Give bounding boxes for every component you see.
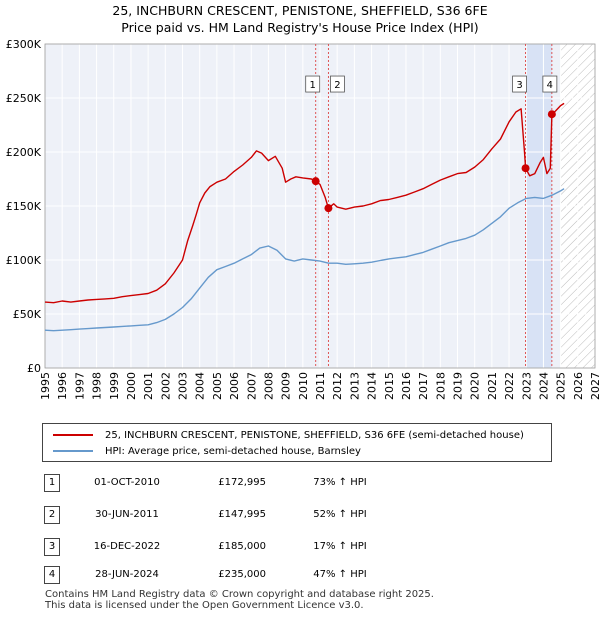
x-tick-label: 2017 — [417, 372, 430, 400]
x-tick-label: 2007 — [245, 372, 258, 400]
x-tick-label: 2002 — [159, 372, 172, 400]
transaction-row: 4 28-JUN-2024 £235,000 47% ↑ HPI — [0, 563, 600, 587]
x-tick-label: 2011 — [314, 372, 327, 400]
sale-label-text: 2 — [334, 80, 340, 91]
footer-license: This data is licensed under the Open Gov… — [45, 600, 364, 611]
sale-point — [547, 110, 556, 119]
transaction-marker: 3 — [44, 538, 60, 556]
legend-entry-property: 25, INCHBURN CRESCENT, PENISTONE, SHEFFI… — [53, 428, 524, 442]
y-tick-label: £250K — [6, 92, 42, 105]
legend-swatch-property — [53, 434, 93, 436]
chart-subtitle: Price paid vs. HM Land Registry's House … — [121, 20, 479, 35]
y-tick-label: £150K — [6, 200, 42, 213]
sale-label-box: 3 — [512, 75, 527, 93]
plot-border — [44, 43, 596, 369]
x-tick-label: 2018 — [434, 372, 447, 400]
transaction-marker: 4 — [44, 566, 60, 584]
legend-entry-hpi: HPI: Average price, semi-detached house,… — [53, 444, 361, 458]
transaction-marker: 1 — [44, 474, 60, 492]
x-tick-label: 2022 — [503, 372, 516, 400]
hpi-line — [44, 188, 565, 332]
sale-label-text: 1 — [310, 80, 316, 91]
x-tick-label: 2027 — [589, 372, 600, 400]
x-tick-label: 2009 — [280, 372, 293, 400]
sale-point — [311, 177, 320, 186]
x-tick-label: 2016 — [400, 372, 413, 400]
transaction-price: £235,000 — [218, 569, 266, 580]
transaction-hpi: 73% ↑ HPI — [313, 477, 367, 488]
sale-label-box: 2 — [330, 75, 345, 93]
x-tick-label: 2025 — [555, 372, 568, 400]
x-tick-label: 2000 — [125, 372, 138, 400]
transaction-hpi: 17% ↑ HPI — [313, 541, 367, 552]
x-tick-label: 2014 — [366, 372, 379, 400]
transaction-date: 16-DEC-2022 — [93, 541, 161, 552]
transaction-row: 2 30-JUN-2011 £147,995 52% ↑ HPI — [0, 503, 600, 527]
transaction-date: 30-JUN-2011 — [95, 509, 159, 520]
x-tick-label: 1997 — [73, 372, 86, 400]
sale-label-text: 3 — [516, 80, 522, 91]
x-tick-label: 1999 — [108, 372, 121, 400]
sale-point — [324, 204, 333, 213]
transaction-date: 28-JUN-2024 — [95, 569, 159, 580]
sale-label-frame — [512, 75, 527, 93]
y-tick-label: £50K — [13, 308, 42, 321]
x-tick-label: 1996 — [56, 372, 69, 400]
x-tick-label: 2012 — [331, 372, 344, 400]
x-tick-label: 2003 — [177, 372, 190, 400]
legend-label-property: 25, INCHBURN CRESCENT, PENISTONE, SHEFFI… — [105, 429, 524, 441]
x-tick-label: 2008 — [262, 372, 275, 400]
x-tick-label: 2005 — [211, 372, 224, 400]
transaction-row: 3 16-DEC-2022 £185,000 17% ↑ HPI — [0, 535, 600, 559]
x-tick-label: 2006 — [228, 372, 241, 400]
sale-label-text: 4 — [547, 80, 553, 91]
y-tick-label: £100K — [6, 254, 42, 267]
chart-title: 25, INCHBURN CRESCENT, PENISTONE, SHEFFI… — [112, 3, 488, 18]
price-chart: £0 £50K £100K £150K £200K £250K £300K 1995 1996 1… — [6, 38, 600, 400]
sale-label-box: 4 — [542, 75, 558, 93]
sale-label-frame — [542, 75, 558, 93]
footer-copyright: Contains HM Land Registry data © Crown c… — [45, 589, 434, 600]
y-tick-label: £0 — [27, 362, 41, 375]
footer: Contains HM Land Registry data © Crown c… — [45, 589, 434, 611]
x-tick-label: 2013 — [348, 372, 361, 400]
legend-swatch-hpi — [53, 450, 93, 452]
x-tick-label: 2010 — [297, 372, 310, 400]
x-tick-label: 2001 — [142, 372, 155, 400]
transaction-price: £147,995 — [218, 509, 266, 520]
transaction-price: £172,995 — [218, 477, 266, 488]
x-tick-label: 1998 — [91, 372, 104, 400]
transaction-date: 01-OCT-2010 — [94, 477, 160, 488]
transaction-hpi: 52% ↑ HPI — [313, 509, 367, 520]
sale-label-frame — [330, 75, 345, 93]
y-tick-label: £300K — [6, 38, 42, 51]
x-tick-label: 2019 — [452, 372, 465, 400]
x-tick-label: 2020 — [469, 372, 482, 400]
transaction-hpi: 47% ↑ HPI — [313, 569, 367, 580]
x-tick-label: 1995 — [39, 372, 52, 400]
sale-label-box: 1 — [305, 75, 321, 93]
transaction-marker: 2 — [44, 506, 60, 524]
sale-label-frame — [305, 75, 321, 93]
x-tick-label: 2026 — [572, 372, 585, 400]
transaction-price: £185,000 — [218, 541, 266, 552]
y-tick-label: £200K — [6, 146, 42, 159]
x-tick-label: 2015 — [383, 372, 396, 400]
x-tick-label: 2021 — [486, 372, 499, 400]
x-tick-label: 2024 — [537, 372, 550, 400]
legend-label-hpi: HPI: Average price, semi-detached house,… — [105, 445, 361, 457]
sale-point — [521, 164, 530, 173]
x-tick-label: 2023 — [520, 372, 533, 400]
x-tick-label: 2004 — [194, 372, 207, 400]
legend: 25, INCHBURN CRESCENT, PENISTONE, SHEFFI… — [42, 423, 552, 462]
transaction-row: 1 01-OCT-2010 £172,995 73% ↑ HPI — [0, 471, 600, 495]
